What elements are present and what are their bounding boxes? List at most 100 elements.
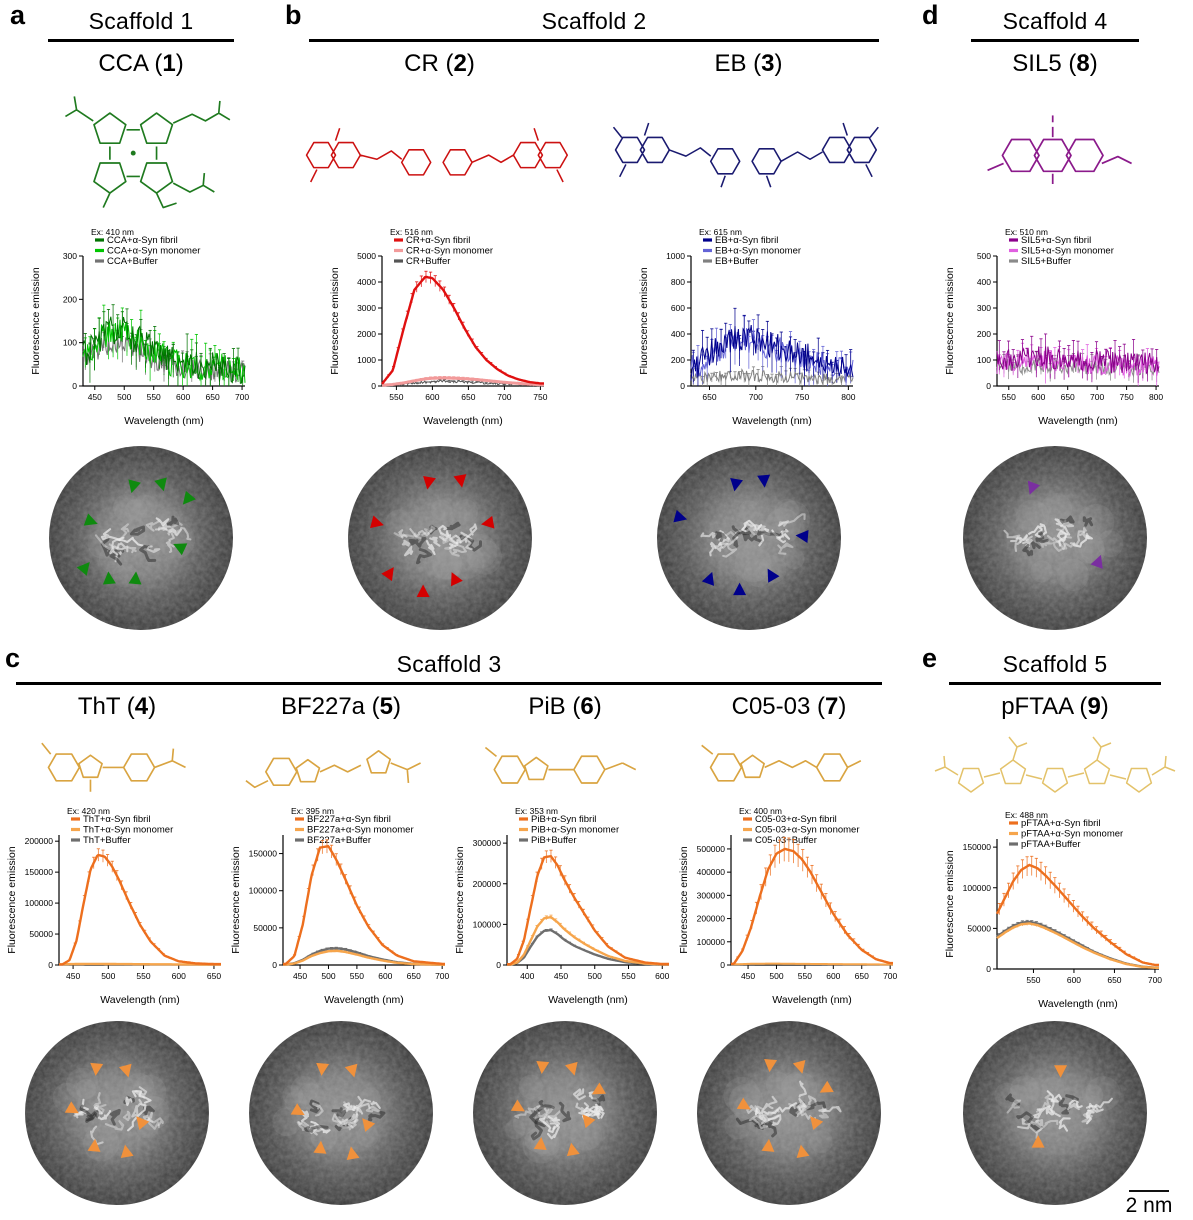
svg-text:700: 700 [748,392,762,402]
compound-cca: CCA (1) 0 100 200 300 450 500 550 600 650 700 Wave… [29,42,253,637]
panel-e: e Scaffold 5 pFTAA (9) 0 50000 100000 15000… [922,645,1188,1218]
svg-text:700: 700 [1148,975,1162,985]
svg-text:Wavelength (nm): Wavelength (nm) [423,415,503,427]
pib-structure-drawing [460,721,670,805]
svg-text:450: 450 [554,971,568,981]
fluorescence-chart-tht: 0 50000 100000 150000 200000 450 500 550 600 650 W… [5,805,229,1007]
compound-title-pftaa: pFTAA (9) [1001,693,1109,720]
scaffold-3-rule [16,682,882,685]
svg-text:450: 450 [88,392,102,402]
cryoem-map-cca [47,444,235,637]
svg-text:0: 0 [48,960,53,970]
svg-text:3000: 3000 [357,303,376,313]
svg-text:550: 550 [147,392,161,402]
svg-text:550: 550 [350,971,364,981]
svg-text:100000: 100000 [249,886,278,896]
fluorescence-chart-cr: 0 1000 2000 3000 4000 5000 550 600 650 700 750 Wave… [328,226,552,428]
svg-text:550: 550 [621,971,635,981]
compound-pib: PiB (6) 0 100000 200000 300000 400 450 500 550 6… [453,685,677,1212]
svg-text:pFTAA+α-Syn monomer: pFTAA+α-Syn monomer [1021,829,1123,840]
svg-text:50000: 50000 [253,923,277,933]
svg-text:ThT+α-Syn fibril: ThT+α-Syn fibril [83,814,151,825]
svg-text:150000: 150000 [963,842,992,852]
svg-text:SIL5+α-Syn fibril: SIL5+α-Syn fibril [1021,235,1091,246]
svg-text:600: 600 [1067,975,1081,985]
svg-text:200000: 200000 [25,836,54,846]
svg-text:0: 0 [371,381,376,391]
cryoem-map-cr [346,444,534,637]
svg-text:Ex: 516 nm: Ex: 516 nm [390,227,433,237]
svg-text:Ex: 615 nm: Ex: 615 nm [699,227,742,237]
svg-text:0: 0 [720,960,725,970]
scaffold-3-title: Scaffold 3 [396,651,502,677]
compound-title-c0503: C05-03 (7) [731,693,847,720]
svg-text:pFTAA+Buffer: pFTAA+Buffer [1021,839,1081,850]
svg-text:750: 750 [794,392,808,402]
svg-text:0: 0 [72,381,77,391]
svg-text:Ex: 420 nm: Ex: 420 nm [67,806,110,816]
scaffold-1-title: Scaffold 1 [88,8,194,34]
svg-text:Fluorescence emission: Fluorescence emission [230,846,242,954]
svg-text:Wavelength (nm): Wavelength (nm) [772,994,852,1006]
svg-text:5000: 5000 [357,251,376,261]
compound-title-bf227a: BF227a (5) [280,693,402,720]
svg-text:800: 800 [1149,392,1163,402]
svg-text:300: 300 [63,251,77,261]
svg-text:600: 600 [670,303,684,313]
svg-text:750: 750 [533,392,547,402]
svg-text:BF227a+α-Syn fibril: BF227a+α-Syn fibril [307,814,391,825]
svg-text:CR+Buffer: CR+Buffer [406,256,450,267]
svg-text:SIL5+α-Syn monomer: SIL5+α-Syn monomer [1021,246,1114,257]
svg-text:C05-03+α-Syn fibril: C05-03+α-Syn fibril [755,814,837,825]
svg-text:450: 450 [293,971,307,981]
svg-text:650: 650 [206,392,220,402]
svg-text:Fluorescence emission: Fluorescence emission [6,846,18,954]
scaffold-5-rule [949,682,1161,685]
scale-bar-line [1129,1189,1169,1192]
svg-text:200000: 200000 [697,914,726,924]
compound-bf227a: BF227a (5) 0 50000 100000 150000 450 500 550 60… [229,685,453,1212]
svg-text:50000: 50000 [967,923,991,933]
svg-text:CCA+α-Syn monomer: CCA+α-Syn monomer [107,246,200,257]
eb-structure-drawing [599,78,899,226]
cryoem-map-c0503 [695,1019,883,1212]
scale-bar: 2 nm [1114,1189,1184,1219]
svg-text:200: 200 [977,329,991,339]
fluorescence-chart-c0503: 0 100000 200000 300000 400000 500000 450 500 550… [677,805,901,1007]
compound-pftaa: pFTAA (9) 0 50000 100000 150000 550 600 650 700… [925,685,1185,1212]
svg-text:BF227a+Buffer: BF227a+Buffer [307,835,371,846]
svg-text:750: 750 [1120,392,1134,402]
svg-text:800: 800 [841,392,855,402]
svg-text:200: 200 [670,355,684,365]
scaffold-5-title: Scaffold 5 [1002,651,1108,677]
svg-text:600: 600 [826,971,840,981]
svg-text:Wavelength (nm): Wavelength (nm) [732,415,812,427]
svg-text:800: 800 [670,277,684,287]
cca-structure-drawing [41,78,241,226]
svg-text:400000: 400000 [697,867,726,877]
pftaa-structure-drawing [925,721,1185,809]
svg-text:pFTAA+α-Syn fibril: pFTAA+α-Syn fibril [1021,818,1101,829]
fluorescence-chart-pib: 0 100000 200000 300000 400 450 500 550 600 Wavele… [453,805,677,1007]
svg-text:700: 700 [883,971,897,981]
compound-title-tht: ThT (4) [77,693,157,720]
svg-text:500: 500 [117,392,131,402]
svg-text:Ex: 510 nm: Ex: 510 nm [1005,227,1048,237]
svg-text:BF227a+α-Syn monomer: BF227a+α-Syn monomer [307,825,414,836]
scaffold-5-header: Scaffold 5 [922,645,1188,685]
svg-text:50000: 50000 [29,929,53,939]
svg-text:100: 100 [977,355,991,365]
svg-text:500: 500 [321,971,335,981]
svg-text:100000: 100000 [25,898,54,908]
svg-text:CR+α-Syn monomer: CR+α-Syn monomer [406,246,493,257]
svg-text:0: 0 [986,964,991,974]
svg-text:400: 400 [520,971,534,981]
svg-text:Fluorescence emission: Fluorescence emission [329,267,341,375]
scaffold-4-header: Scaffold 4 [922,2,1188,42]
compound-title-cca: CCA (1) [98,50,184,77]
svg-text:550: 550 [1002,392,1016,402]
svg-text:500: 500 [977,251,991,261]
svg-text:C05-03+Buffer: C05-03+Buffer [755,835,817,846]
fluorescence-chart-bf227a: 0 50000 100000 150000 450 500 550 600 650 700 Wave… [229,805,453,1007]
